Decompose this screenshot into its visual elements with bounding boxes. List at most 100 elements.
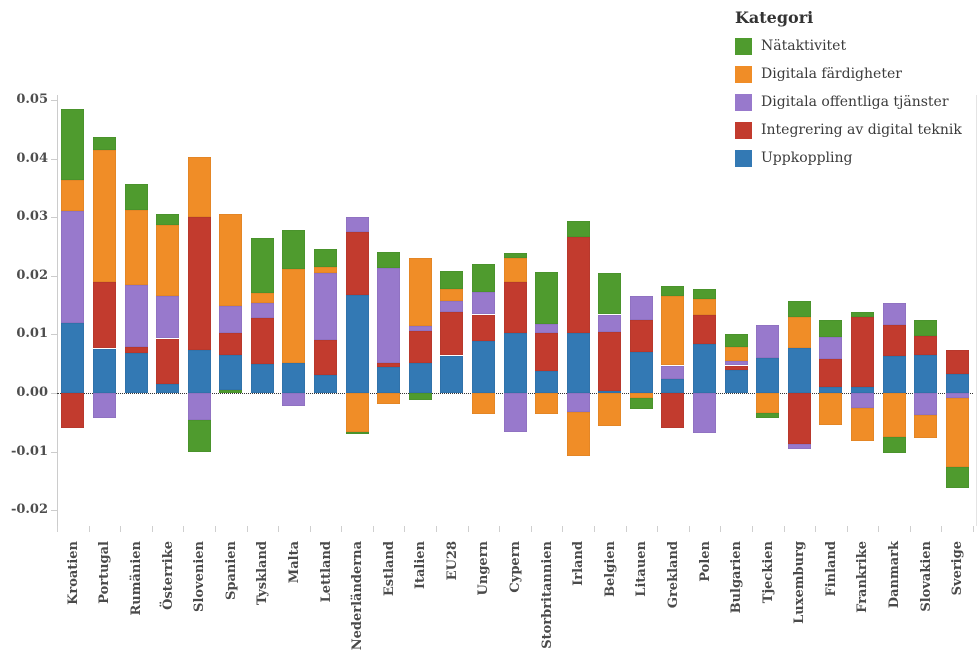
bar-segment-digitala_offentliga_tjanster <box>693 393 716 433</box>
bar-segment-integrering_av_digital_teknik <box>629 319 653 352</box>
x-tick-mark <box>88 526 90 532</box>
y-tick-label: 0.02 <box>16 267 48 283</box>
bar-segment-nataktivitet <box>756 412 780 419</box>
bar-segment-digitala_fardigheter <box>661 296 685 366</box>
bar-segment-digitala_fardigheter <box>819 393 843 426</box>
x-tick-mark <box>973 526 974 532</box>
bar-segment-uppkoppling <box>408 363 432 393</box>
bar-segment-digitala_offentliga_tjanster <box>408 325 432 331</box>
bar-segment-digitala_offentliga_tjanster <box>882 302 906 326</box>
bar-segment-nataktivitet <box>914 319 938 337</box>
bar-segment-digitala_offentliga_tjanster <box>282 393 306 406</box>
bar-segment-integrering_av_digital_teknik <box>787 393 811 444</box>
bar-segment-uppkoppling <box>282 363 306 393</box>
bar-segment-integrering_av_digital_teknik <box>440 312 464 356</box>
x-axis-label-text: Italien <box>413 541 429 590</box>
bar-segment-digitala_offentliga_tjanster <box>345 216 369 232</box>
bar-segment-digitala_offentliga_tjanster <box>850 393 874 408</box>
bar-segment-digitala_fardigheter <box>250 293 274 304</box>
bar-segment-digitala_fardigheter <box>535 393 559 414</box>
x-axis-label-text: EU28 <box>444 541 460 581</box>
bar-segment-digitala_offentliga_tjanster <box>187 393 211 420</box>
bar-segment-uppkoppling <box>471 340 495 393</box>
bar-segment-integrering_av_digital_teknik <box>693 315 716 344</box>
legend-swatch-icon <box>735 149 752 167</box>
y-tick-label: 0.04 <box>16 150 48 166</box>
bar-segment-digitala_fardigheter <box>156 225 180 296</box>
bar-segment-uppkoppling <box>219 354 243 391</box>
legend-swatch-icon <box>735 93 752 111</box>
bar-segment-digitala_fardigheter <box>314 267 337 273</box>
bar-segment-digitala_offentliga_tjanster <box>819 336 843 359</box>
x-tick-mark <box>878 526 880 532</box>
y-tick-label: 0.03 <box>16 209 48 225</box>
x-axis-label-text: Rumänien <box>129 541 144 616</box>
bar-segment-nataktivitet <box>629 397 653 410</box>
bar-segment-nataktivitet <box>124 183 148 211</box>
bar-segment-digitala_offentliga_tjanster <box>61 211 85 323</box>
legend-swatch-icon <box>735 37 752 55</box>
bar-segment-uppkoppling <box>914 354 938 393</box>
bar-segment-integrering_av_digital_teknik <box>598 331 622 391</box>
bar-segment-digitala_fardigheter <box>787 316 811 348</box>
y-tick-label: -0.01 <box>10 443 48 459</box>
bar-segment-nataktivitet <box>724 333 748 348</box>
bar-segment-digitala_offentliga_tjanster <box>756 325 780 359</box>
legend-title: Kategori <box>735 8 814 27</box>
bar-segment-digitala_offentliga_tjanster <box>471 292 495 315</box>
legend-item-digitala_offentliga_tjanster: Digitala offentliga tjänster <box>735 91 962 113</box>
bar-segment-integrering_av_digital_teknik <box>187 216 211 351</box>
y-tick-label: 0.00 <box>16 385 48 400</box>
bar-segment-digitala_fardigheter <box>850 407 874 441</box>
bar-segment-digitala_offentliga_tjanster <box>92 393 116 419</box>
bar-segment-digitala_fardigheter <box>945 397 969 467</box>
bar-segment-integrering_av_digital_teknik <box>850 317 874 388</box>
bar-segment-uppkoppling <box>314 374 337 393</box>
x-tick-mark <box>57 526 58 532</box>
x-axis-label-text: Irland <box>571 541 587 586</box>
y-tick-mark <box>51 217 57 219</box>
x-axis-label-text: Kroatien <box>65 541 81 605</box>
bar-segment-digitala_offentliga_tjanster <box>377 267 401 364</box>
x-tick-mark <box>404 526 406 532</box>
bar-segment-integrering_av_digital_teknik <box>124 346 148 354</box>
bar-segment-uppkoppling <box>661 378 685 393</box>
legend-item-digitala_fardigheter: Digitala färdigheter <box>735 63 962 85</box>
x-axis-label-text: Ungern <box>476 541 492 596</box>
legend-swatch-icon <box>735 121 752 139</box>
bar-segment-nataktivitet <box>282 230 306 269</box>
bar-segment-integrering_av_digital_teknik <box>219 333 243 355</box>
bar-segment-integrering_av_digital_teknik <box>661 393 685 429</box>
x-axis-label-text: Portugal <box>97 541 113 604</box>
bar-segment-digitala_offentliga_tjanster <box>566 393 590 413</box>
bar-segment-uppkoppling <box>819 386 843 393</box>
bar-segment-uppkoppling <box>156 383 180 393</box>
bar-segment-integrering_av_digital_teknik <box>377 363 401 368</box>
bar-segment-digitala_offentliga_tjanster <box>629 295 653 320</box>
bar-segment-digitala_fardigheter <box>377 393 401 404</box>
bar-segment-uppkoppling <box>503 333 527 393</box>
bar-segment-digitala_fardigheter <box>598 393 622 426</box>
bar-segment-integrering_av_digital_teknik <box>61 393 85 428</box>
y-tick-label: 0.01 <box>16 326 48 342</box>
x-axis-label-text: Litauen <box>634 541 650 597</box>
bar-segment-nataktivitet <box>535 272 559 325</box>
bar-segment-integrering_av_digital_teknik <box>914 336 938 355</box>
bar-segment-digitala_fardigheter <box>724 347 748 362</box>
bar-segment-integrering_av_digital_teknik <box>882 325 906 357</box>
bar-segment-digitala_fardigheter <box>503 257 527 282</box>
bar-segment-digitala_fardigheter <box>566 412 590 456</box>
bar-segment-integrering_av_digital_teknik <box>92 281 116 349</box>
bar-segment-nataktivitet <box>314 248 337 267</box>
legend-label: Digitala offentliga tjänster <box>761 93 949 110</box>
x-axis-label-text: Belgien <box>602 541 618 597</box>
x-axis-label-text: Spanien <box>223 541 239 601</box>
bar-segment-integrering_av_digital_teknik <box>471 314 495 341</box>
bar-segment-nataktivitet <box>471 263 495 293</box>
bar-segment-nataktivitet <box>850 312 874 318</box>
bar-segment-nataktivitet <box>882 436 906 454</box>
x-axis-label-text: Lettland <box>318 541 334 603</box>
bar-segment-nataktivitet <box>408 393 432 400</box>
bar-segment-integrering_av_digital_teknik <box>535 333 559 371</box>
x-axis-label-text: Polen <box>697 541 713 582</box>
